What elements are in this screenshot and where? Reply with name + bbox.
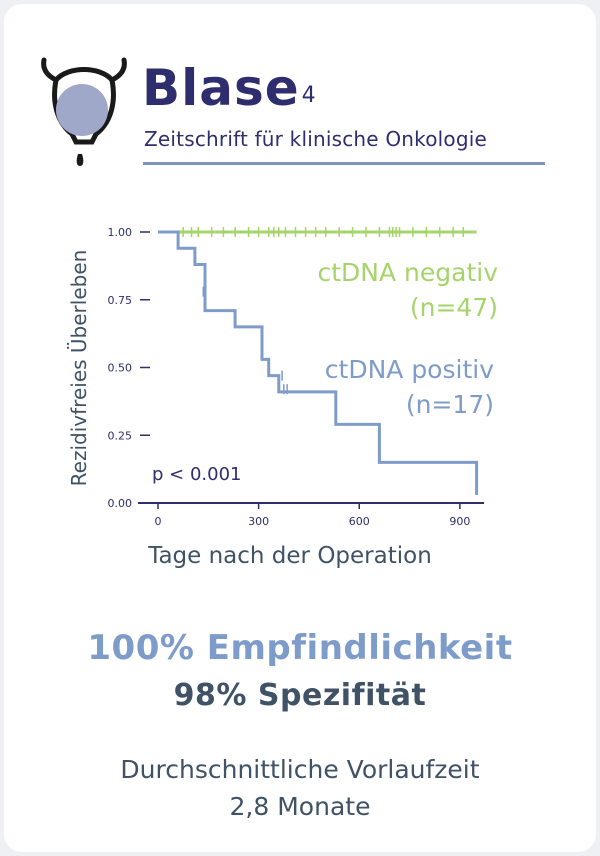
y-tick-label: 0.50	[108, 362, 133, 375]
x-axis-label: Tage nach der Operation	[147, 543, 432, 569]
p-value-annotation: p < 0.001	[152, 464, 241, 485]
x-tick-label: 300	[248, 515, 269, 528]
header-rule	[143, 162, 545, 165]
sensitivity-stat: 100% Empfindlichkeit	[87, 628, 513, 668]
specificity-stat: 98% Spezifität	[173, 678, 427, 713]
kaplan-meier-chart: 0.00 0.25 0.50 0.75 1.00 0 300 600 900 Rezidivfre…	[67, 226, 498, 569]
y-tick-label: 0.25	[108, 429, 133, 442]
y-tick-label: 1.00	[108, 226, 133, 239]
journal-superscript: 4	[301, 83, 317, 108]
legend-negativ-n: (n=47)	[410, 293, 498, 322]
y-axis-label: Rezidivfreies Überleben	[67, 250, 91, 487]
x-tick-label: 900	[449, 515, 470, 528]
series-line-ctdna-positiv	[158, 230, 479, 495]
x-tick-label: 0	[155, 515, 162, 528]
legend-positiv-name: ctDNA positiv	[325, 355, 494, 384]
journal-name: Blase4	[142, 59, 317, 117]
y-tick-label: 0.75	[108, 294, 133, 307]
infographic-card	[4, 4, 596, 852]
bladder-logo-icon	[41, 57, 127, 166]
lead-time-value: 2,8 Monate	[229, 792, 371, 821]
lead-time-label: Durchschnittliche Vorlaufzeit	[120, 755, 480, 784]
legend-negativ-name: ctDNA negativ	[317, 258, 498, 287]
legend-positiv-n: (n=17)	[406, 390, 494, 419]
y-tick-label: 0.00	[108, 497, 133, 510]
journal-subtitle: Zeitschrift für klinische Onkologie	[144, 127, 488, 151]
x-tick-label: 600	[349, 515, 370, 528]
